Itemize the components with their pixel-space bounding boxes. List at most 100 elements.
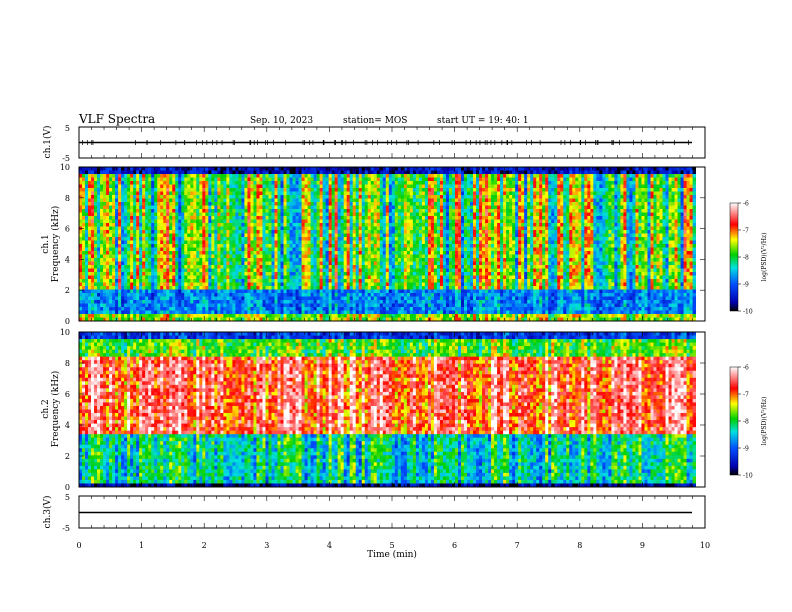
spectrogram-cell <box>367 195 372 199</box>
spectrogram-cell <box>94 303 98 308</box>
spectrogram-cell <box>310 237 315 241</box>
spectrogram-cell <box>298 226 302 231</box>
spectrogram-cell <box>151 195 155 199</box>
spectrogram-cell <box>79 279 83 283</box>
spectrogram-cell <box>406 184 411 189</box>
spectrogram-cell <box>292 237 296 241</box>
spectrogram-cell <box>97 293 101 297</box>
spectrogram-cell <box>364 251 369 255</box>
spectrogram-cell <box>148 261 152 266</box>
spectrogram-cell <box>361 226 366 231</box>
spectrogram-cell <box>193 205 197 210</box>
spectrogram-cell <box>175 205 179 210</box>
spectrogram-cell <box>376 286 381 290</box>
spectrogram-cell <box>334 261 339 266</box>
spectrogram-cell <box>280 184 284 189</box>
spectrogram-cell <box>157 314 161 318</box>
spectrogram-cell <box>325 272 330 276</box>
spectrogram-cell <box>361 265 366 269</box>
spectrogram-cell <box>208 258 212 262</box>
spectrogram-cell <box>118 170 122 175</box>
spectrogram-cell <box>220 181 224 185</box>
spectrogram-cell <box>118 209 122 213</box>
spectrogram-cell <box>163 174 167 178</box>
spectrogram-cell <box>175 202 179 206</box>
spectrogram-cell <box>361 244 366 248</box>
spectrogram-cell <box>244 181 248 185</box>
spectrogram-cell <box>271 167 275 171</box>
spectrogram-cell <box>163 279 167 283</box>
spectrogram-cell <box>355 303 360 308</box>
spectrogram-cell <box>331 286 336 290</box>
spectrogram-cell <box>361 205 366 210</box>
spectrogram-cell <box>259 244 263 248</box>
spectrogram-cell <box>223 226 227 231</box>
spectrogram-cell <box>361 247 366 252</box>
spectrogram-cell <box>187 174 191 178</box>
spectrogram-cell <box>103 293 107 297</box>
spectrogram-cell <box>274 198 278 203</box>
spectrogram-cell <box>262 188 266 192</box>
spectrogram-cell <box>316 300 321 304</box>
spectrogram-cell <box>361 170 366 175</box>
spectrogram-cell <box>202 303 206 308</box>
spectrogram-cell <box>79 272 83 276</box>
spectrogram-cell <box>337 289 342 294</box>
spectrogram-cell <box>250 174 254 178</box>
spectrogram-cell <box>373 240 378 245</box>
spectrogram-cell <box>334 212 339 217</box>
spectrogram-cell <box>106 202 110 206</box>
spectrogram-cell <box>307 226 312 231</box>
spectrogram-cell <box>148 184 152 189</box>
spectrogram-cell <box>193 279 197 283</box>
spectrogram-cell <box>334 240 339 245</box>
spectrogram-cell <box>169 223 173 227</box>
spectrogram-cell <box>319 230 324 234</box>
spectrogram-cell <box>142 184 146 189</box>
spectrogram-cell <box>103 307 107 311</box>
spectrogram-cell <box>157 244 161 248</box>
spectrogram-cell <box>235 258 239 262</box>
spectrogram-cell <box>205 300 209 304</box>
spectrogram-cell <box>394 303 399 308</box>
spectrogram-cell <box>118 181 122 185</box>
spectrogram-cell <box>232 317 236 321</box>
spectrogram-cell <box>349 268 354 273</box>
spectrogram-cell <box>139 247 143 252</box>
spectrogram-cell <box>121 310 125 315</box>
spectrogram-cell <box>322 233 327 238</box>
spectrogram-cell <box>88 254 92 259</box>
spectrogram-cell <box>145 282 149 287</box>
spectrogram-cell <box>100 184 104 189</box>
spectrogram-cell <box>307 317 312 321</box>
spectrogram-cell <box>247 219 251 224</box>
spectrogram-cell <box>292 223 296 227</box>
spectrogram-cell <box>244 296 248 301</box>
spectrogram-cell <box>115 275 119 280</box>
spectrogram-cell <box>130 184 134 189</box>
spectrogram-cell <box>121 184 125 189</box>
spectrogram-cell <box>115 265 119 269</box>
spectrogram-cell <box>394 307 399 311</box>
spectrogram-cell <box>202 268 206 273</box>
spectrogram-cell <box>169 289 173 294</box>
spectrogram-cell <box>394 226 399 231</box>
spectrogram-cell <box>292 184 296 189</box>
spectrogram-cell <box>349 202 354 206</box>
spectrogram-cell <box>403 195 408 199</box>
spectrogram-cell <box>151 317 155 321</box>
spectrogram-cell <box>328 195 333 199</box>
spectrogram-cell <box>334 314 339 318</box>
spectrogram-cell <box>391 289 396 294</box>
spectrogram-cell <box>388 205 393 210</box>
spectrogram-cell <box>229 191 233 196</box>
spectrogram-cell <box>376 174 381 178</box>
ch1-voltage-spikes <box>82 140 689 145</box>
spectrogram-cell <box>397 188 402 192</box>
spectrogram-cell <box>130 317 134 321</box>
spectrogram-cell <box>406 261 411 266</box>
spectrogram-cell <box>226 265 230 269</box>
spectrogram-cell <box>301 254 305 259</box>
spectrogram-cell <box>163 240 167 245</box>
spectrogram-cell <box>88 247 92 252</box>
